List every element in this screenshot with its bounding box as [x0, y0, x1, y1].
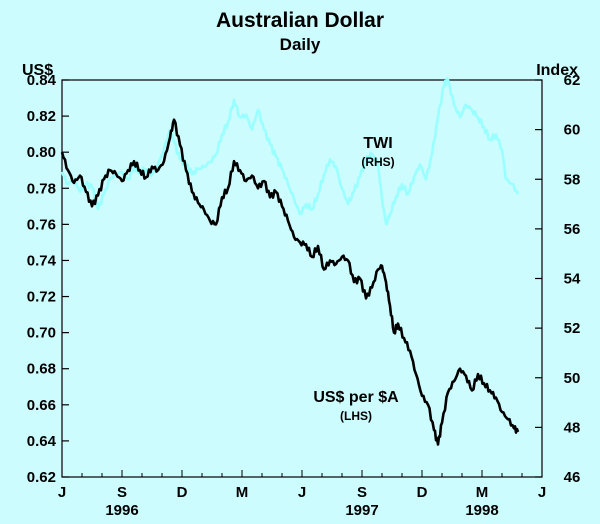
x-tick-label: S — [117, 484, 127, 501]
x-tick-label: D — [177, 484, 188, 501]
left-tick-label: 0.78 — [27, 180, 56, 197]
chart-title: Australian Dollar — [216, 9, 384, 32]
left-tick-label: 0.66 — [27, 397, 56, 414]
x-axis: J S D M J S D M J 1996 1997 1998 — [58, 470, 546, 519]
left-tick-label: 0.82 — [27, 108, 56, 125]
x-tick-label: D — [417, 484, 428, 501]
right-tick-label: 58 — [564, 171, 581, 188]
annotation-usd-note: (LHS) — [340, 409, 372, 423]
right-tick-label: 62 — [564, 72, 581, 89]
x-year-label: 1998 — [465, 502, 498, 519]
x-tick-label: M — [476, 484, 489, 501]
right-tick-label: 52 — [564, 320, 581, 337]
right-tick-label: 50 — [564, 370, 581, 387]
x-tick-label: S — [357, 484, 367, 501]
right-tick-label: 54 — [564, 271, 581, 288]
left-tick-label: 0.84 — [27, 72, 57, 89]
right-tick-label: 56 — [564, 221, 581, 238]
left-axis-label: US$ — [22, 62, 53, 79]
right-axis: 46 48 50 52 54 56 58 60 62 — [535, 72, 581, 486]
x-year-label: 1997 — [345, 502, 378, 519]
x-year-label: 1996 — [105, 502, 138, 519]
annotation-twi-label: TWI — [363, 135, 392, 152]
x-tick-label: J — [298, 484, 306, 501]
left-tick-label: 0.76 — [27, 216, 56, 233]
annotation-twi-note: (RHS) — [361, 155, 394, 169]
annotation-usd-label: US$ per $A — [313, 389, 399, 406]
right-tick-label: 46 — [564, 469, 581, 486]
left-tick-label: 0.80 — [27, 144, 56, 161]
left-tick-label: 0.68 — [27, 361, 56, 378]
left-tick-label: 0.64 — [27, 433, 57, 450]
chart-subtitle: Daily — [280, 35, 321, 54]
left-tick-label: 0.74 — [27, 252, 57, 269]
left-tick-label: 0.62 — [27, 469, 56, 486]
right-axis-label: Index — [536, 62, 578, 79]
left-axis: 0.62 0.64 0.66 0.68 0.70 0.72 0.74 0.76 0.78 0.80… — [27, 72, 69, 486]
x-tick-label: M — [236, 484, 249, 501]
right-tick-label: 60 — [564, 122, 581, 139]
x-tick-label: J — [58, 484, 66, 501]
x-tick-label: J — [538, 484, 546, 501]
left-tick-label: 0.72 — [27, 289, 56, 306]
right-tick-label: 48 — [564, 419, 581, 436]
series-line-usd-per-aud — [60, 118, 520, 446]
left-tick-label: 0.70 — [27, 325, 56, 342]
